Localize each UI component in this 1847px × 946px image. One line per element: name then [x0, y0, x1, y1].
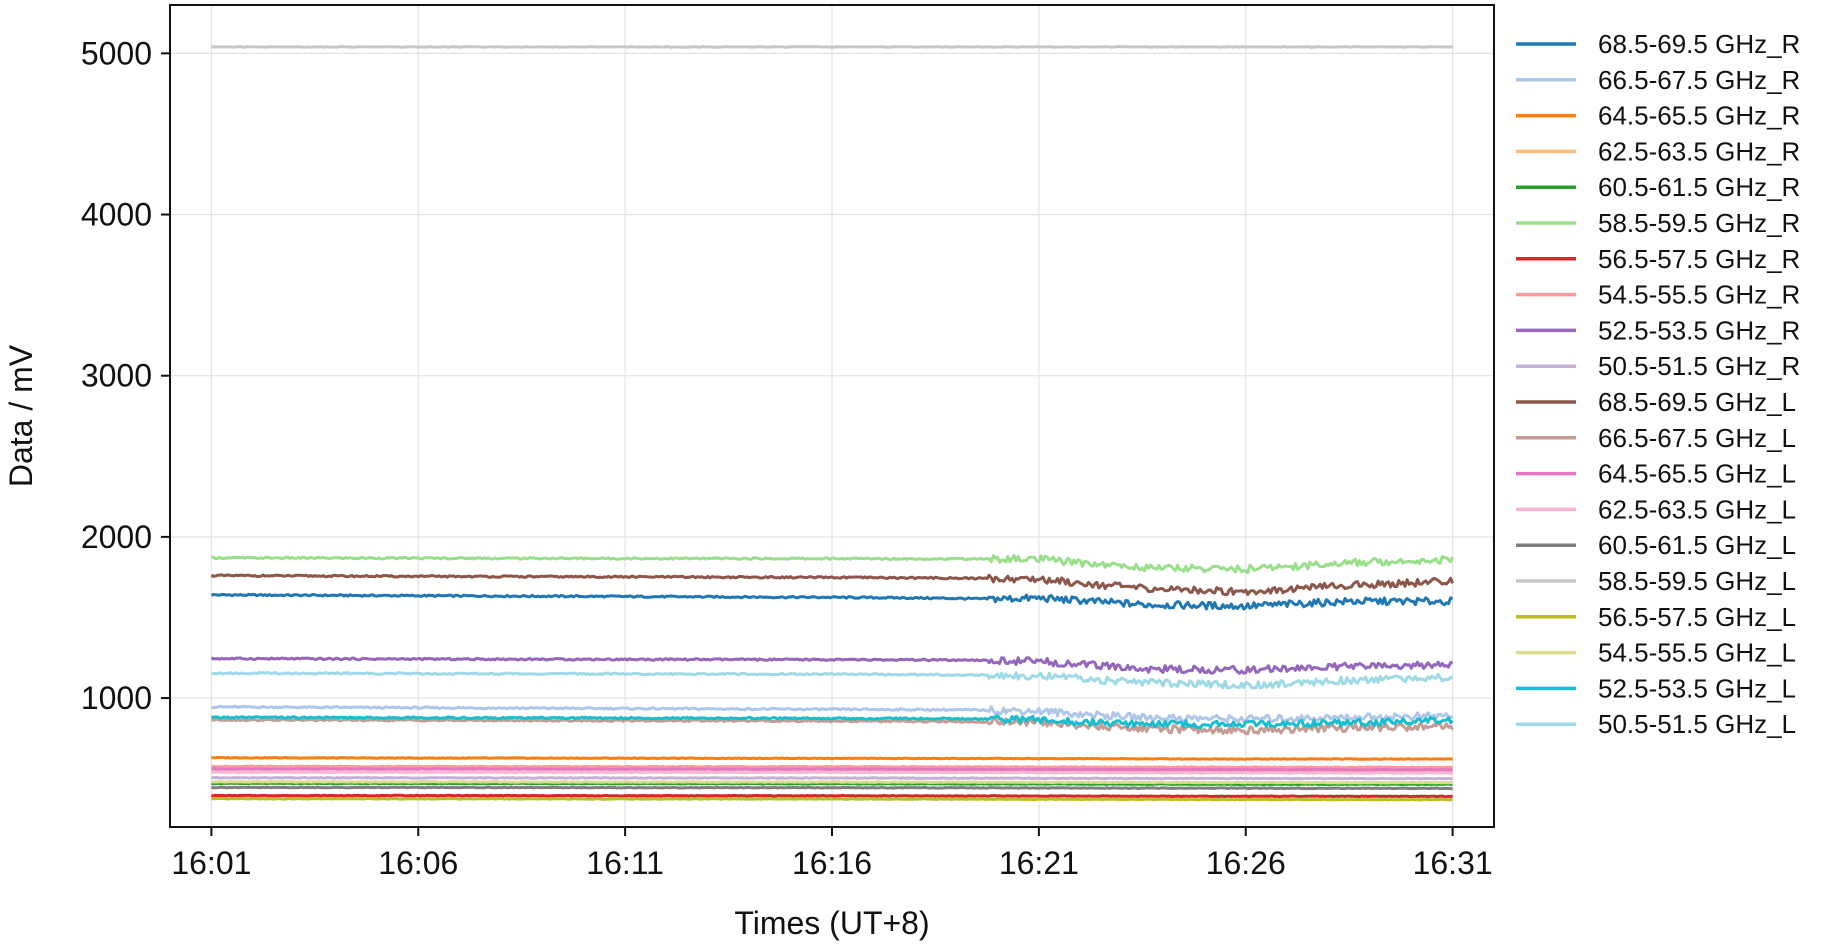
legend-item: 60.5-61.5 GHz_R [1516, 172, 1800, 202]
legend-item: 56.5-57.5 GHz_L [1516, 602, 1796, 632]
legend-item: 52.5-53.5 GHz_L [1516, 673, 1796, 703]
series-line [211, 554, 1454, 574]
legend-label: 52.5-53.5 GHz_L [1598, 673, 1796, 703]
y-tick-label: 2000 [81, 519, 152, 555]
legend-label: 56.5-57.5 GHz_R [1598, 244, 1800, 274]
legend-label: 64.5-65.5 GHz_R [1598, 101, 1800, 131]
legend-label: 66.5-67.5 GHz_L [1598, 423, 1796, 453]
legend-item: 52.5-53.5 GHz_R [1516, 315, 1800, 345]
legend-label: 58.5-59.5 GHz_R [1598, 208, 1800, 238]
legend-label: 50.5-51.5 GHz_L [1598, 709, 1796, 739]
series-line [210, 573, 1454, 597]
legend-item: 50.5-51.5 GHz_L [1516, 709, 1796, 739]
legend: 68.5-69.5 GHz_R 66.5-67.5 GHz_R 64.5-65.5 … [1516, 29, 1800, 739]
legend-item: 64.5-65.5 GHz_R [1516, 101, 1800, 131]
legend-label: 60.5-61.5 GHz_L [1598, 530, 1796, 560]
series-line [211, 797, 1453, 802]
series-line [211, 780, 1453, 785]
legend-label: 62.5-63.5 GHz_R [1598, 136, 1800, 166]
series-line [211, 776, 1453, 781]
x-tick-label: 16:21 [999, 845, 1079, 881]
legend-item: 60.5-61.5 GHz_L [1516, 530, 1796, 560]
series-line [211, 770, 1453, 775]
x-tick-label: 16:01 [171, 845, 251, 881]
legend-item: 62.5-63.5 GHz_L [1516, 494, 1796, 524]
legend-item: 58.5-59.5 GHz_R [1516, 208, 1800, 238]
legend-item: 54.5-55.5 GHz_R [1516, 280, 1800, 310]
legend-label: 54.5-55.5 GHz_L [1598, 638, 1796, 668]
y-tick-label: 5000 [81, 35, 152, 71]
series-line [211, 785, 1453, 791]
legend-label: 50.5-51.5 GHz_R [1598, 351, 1800, 381]
legend-item: 54.5-55.5 GHz_L [1516, 638, 1796, 668]
legend-label: 60.5-61.5 GHz_R [1598, 172, 1800, 202]
y-axis-label: Data / mV [3, 344, 39, 487]
legend-item: 50.5-51.5 GHz_R [1516, 351, 1800, 381]
legend-label: 68.5-69.5 GHz_R [1598, 29, 1800, 59]
series-line [210, 592, 1454, 611]
series-layer [210, 45, 1454, 802]
legend-label: 58.5-59.5 GHz_L [1598, 566, 1796, 596]
y-tick-label: 3000 [81, 358, 152, 394]
x-tick-label: 16:11 [586, 845, 664, 881]
x-tick-label: 16:26 [1206, 845, 1286, 881]
x-tick-label: 16:31 [1413, 845, 1493, 881]
x-axis-label: Times (UT+8) [734, 905, 929, 941]
legend-item: 66.5-67.5 GHz_L [1516, 423, 1796, 453]
legend-item: 68.5-69.5 GHz_L [1516, 387, 1796, 417]
series-line [211, 45, 1453, 49]
x-tick-label: 16:06 [378, 845, 458, 881]
legend-label: 68.5-69.5 GHz_L [1598, 387, 1796, 417]
series-line [211, 755, 1453, 761]
series-line [211, 717, 1454, 736]
legend-label: 54.5-55.5 GHz_R [1598, 280, 1800, 310]
legend-label: 52.5-53.5 GHz_R [1598, 315, 1800, 345]
series-line [211, 793, 1453, 799]
legend-label: 56.5-57.5 GHz_L [1598, 602, 1796, 632]
legend-item: 64.5-65.5 GHz_L [1516, 459, 1796, 489]
legend-item: 68.5-69.5 GHz_R [1516, 29, 1800, 59]
series-line [210, 714, 1454, 730]
x-axis: 16:01 16:06 16:11 16:16 16:21 16:26 16:31 [171, 827, 1493, 881]
series-line [211, 767, 1453, 772]
y-tick-label: 4000 [81, 197, 152, 233]
series-line [211, 670, 1454, 690]
y-tick-label: 1000 [81, 680, 152, 716]
grid-layer [170, 5, 1494, 827]
legend-item: 58.5-59.5 GHz_L [1516, 566, 1796, 596]
series-line [210, 656, 1453, 675]
series-line [211, 764, 1453, 770]
legend-item: 56.5-57.5 GHz_R [1516, 244, 1800, 274]
x-tick-label: 16:16 [792, 845, 872, 881]
legend-item: 62.5-63.5 GHz_R [1516, 136, 1800, 166]
legend-item: 66.5-67.5 GHz_R [1516, 65, 1800, 95]
legend-label: 62.5-63.5 GHz_L [1598, 494, 1796, 524]
legend-label: 64.5-65.5 GHz_L [1598, 459, 1796, 489]
y-axis: 1000 2000 3000 4000 5000 [81, 35, 170, 716]
legend-label: 66.5-67.5 GHz_R [1598, 65, 1800, 95]
